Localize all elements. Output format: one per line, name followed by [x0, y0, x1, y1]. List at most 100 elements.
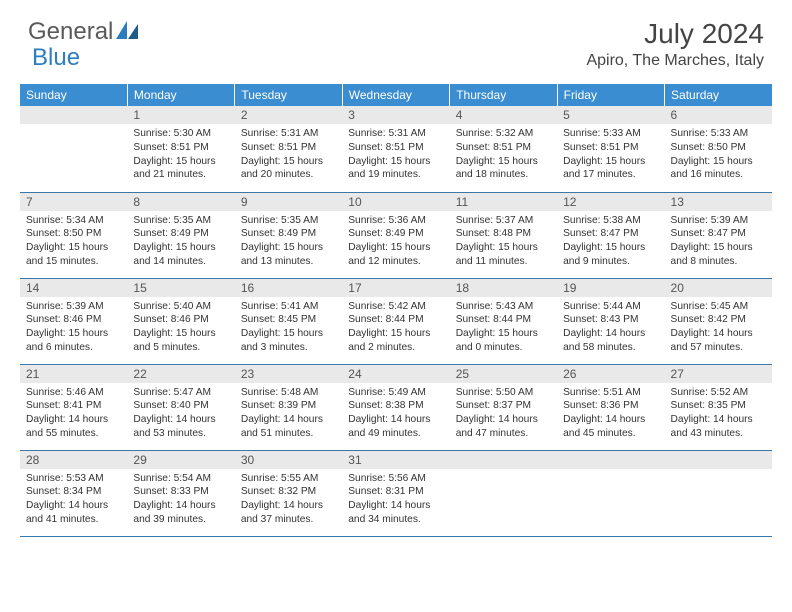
day-content: Sunrise: 5:34 AMSunset: 8:50 PMDaylight:…: [20, 211, 127, 273]
calendar-day-cell: 29Sunrise: 5:54 AMSunset: 8:33 PMDayligh…: [127, 450, 234, 536]
daylight-text: Daylight: 15 hours and 16 minutes.: [671, 155, 766, 183]
day-content: [450, 469, 557, 476]
daylight-text: Daylight: 14 hours and 45 minutes.: [563, 413, 658, 441]
daylight-text: Daylight: 15 hours and 19 minutes.: [348, 155, 443, 183]
calendar-day-cell: 21Sunrise: 5:46 AMSunset: 8:41 PMDayligh…: [20, 364, 127, 450]
sunset-text: Sunset: 8:31 PM: [348, 485, 443, 499]
daylight-text: Daylight: 14 hours and 49 minutes.: [348, 413, 443, 441]
day-number: 29: [127, 451, 234, 469]
sunrise-text: Sunrise: 5:45 AM: [671, 300, 766, 314]
sunset-text: Sunset: 8:51 PM: [133, 141, 228, 155]
day-number: 1: [127, 106, 234, 124]
sunrise-text: Sunrise: 5:33 AM: [563, 127, 658, 141]
daylight-text: Daylight: 15 hours and 20 minutes.: [241, 155, 336, 183]
day-content: Sunrise: 5:45 AMSunset: 8:42 PMDaylight:…: [665, 297, 772, 359]
calendar-day-cell: 2Sunrise: 5:31 AMSunset: 8:51 PMDaylight…: [235, 106, 342, 192]
calendar-day-cell: 22Sunrise: 5:47 AMSunset: 8:40 PMDayligh…: [127, 364, 234, 450]
calendar-day-cell: 1Sunrise: 5:30 AMSunset: 8:51 PMDaylight…: [127, 106, 234, 192]
daylight-text: Daylight: 14 hours and 43 minutes.: [671, 413, 766, 441]
calendar-day-cell: 14Sunrise: 5:39 AMSunset: 8:46 PMDayligh…: [20, 278, 127, 364]
day-content: Sunrise: 5:41 AMSunset: 8:45 PMDaylight:…: [235, 297, 342, 359]
day-content: Sunrise: 5:32 AMSunset: 8:51 PMDaylight:…: [450, 124, 557, 186]
day-number: 28: [20, 451, 127, 469]
calendar-day-cell: 18Sunrise: 5:43 AMSunset: 8:44 PMDayligh…: [450, 278, 557, 364]
sunset-text: Sunset: 8:34 PM: [26, 485, 121, 499]
calendar-body: 1Sunrise: 5:30 AMSunset: 8:51 PMDaylight…: [20, 106, 772, 536]
calendar-day-cell: 19Sunrise: 5:44 AMSunset: 8:43 PMDayligh…: [557, 278, 664, 364]
weekday-header: Tuesday: [235, 84, 342, 106]
day-content: Sunrise: 5:53 AMSunset: 8:34 PMDaylight:…: [20, 469, 127, 531]
calendar-day-cell: 7Sunrise: 5:34 AMSunset: 8:50 PMDaylight…: [20, 192, 127, 278]
day-number: 14: [20, 279, 127, 297]
day-number: 17: [342, 279, 449, 297]
weekday-header: Sunday: [20, 84, 127, 106]
day-content: Sunrise: 5:47 AMSunset: 8:40 PMDaylight:…: [127, 383, 234, 445]
sunset-text: Sunset: 8:43 PM: [563, 313, 658, 327]
logo-blue-wrapper: Blue: [32, 44, 80, 72]
calendar-day-cell: [450, 450, 557, 536]
day-number: 27: [665, 365, 772, 383]
calendar-day-cell: [557, 450, 664, 536]
sunset-text: Sunset: 8:33 PM: [133, 485, 228, 499]
calendar-day-cell: 4Sunrise: 5:32 AMSunset: 8:51 PMDaylight…: [450, 106, 557, 192]
calendar-day-cell: 28Sunrise: 5:53 AMSunset: 8:34 PMDayligh…: [20, 450, 127, 536]
calendar-day-cell: 26Sunrise: 5:51 AMSunset: 8:36 PMDayligh…: [557, 364, 664, 450]
day-number: 8: [127, 193, 234, 211]
sunset-text: Sunset: 8:46 PM: [133, 313, 228, 327]
sunrise-text: Sunrise: 5:32 AM: [456, 127, 551, 141]
daylight-text: Daylight: 14 hours and 51 minutes.: [241, 413, 336, 441]
day-number: [450, 451, 557, 469]
daylight-text: Daylight: 14 hours and 57 minutes.: [671, 327, 766, 355]
calendar-week-row: 1Sunrise: 5:30 AMSunset: 8:51 PMDaylight…: [20, 106, 772, 192]
sunrise-text: Sunrise: 5:35 AM: [241, 214, 336, 228]
day-number: 11: [450, 193, 557, 211]
day-content: Sunrise: 5:55 AMSunset: 8:32 PMDaylight:…: [235, 469, 342, 531]
sunrise-text: Sunrise: 5:31 AM: [241, 127, 336, 141]
daylight-text: Daylight: 15 hours and 12 minutes.: [348, 241, 443, 269]
daylight-text: Daylight: 15 hours and 2 minutes.: [348, 327, 443, 355]
sunset-text: Sunset: 8:41 PM: [26, 399, 121, 413]
daylight-text: Daylight: 14 hours and 53 minutes.: [133, 413, 228, 441]
sunrise-text: Sunrise: 5:41 AM: [241, 300, 336, 314]
sunrise-text: Sunrise: 5:43 AM: [456, 300, 551, 314]
sunrise-text: Sunrise: 5:48 AM: [241, 386, 336, 400]
daylight-text: Daylight: 15 hours and 5 minutes.: [133, 327, 228, 355]
day-number: 3: [342, 106, 449, 124]
sunset-text: Sunset: 8:32 PM: [241, 485, 336, 499]
sunset-text: Sunset: 8:51 PM: [456, 141, 551, 155]
logo-text-general: General: [28, 18, 113, 46]
calendar-day-cell: 13Sunrise: 5:39 AMSunset: 8:47 PMDayligh…: [665, 192, 772, 278]
daylight-text: Daylight: 15 hours and 8 minutes.: [671, 241, 766, 269]
day-content: [557, 469, 664, 476]
sunset-text: Sunset: 8:48 PM: [456, 227, 551, 241]
day-content: Sunrise: 5:48 AMSunset: 8:39 PMDaylight:…: [235, 383, 342, 445]
day-content: [665, 469, 772, 476]
sunrise-text: Sunrise: 5:52 AM: [671, 386, 766, 400]
day-number: 23: [235, 365, 342, 383]
sunset-text: Sunset: 8:50 PM: [26, 227, 121, 241]
day-number: [665, 451, 772, 469]
sunset-text: Sunset: 8:49 PM: [133, 227, 228, 241]
daylight-text: Daylight: 15 hours and 14 minutes.: [133, 241, 228, 269]
calendar-week-row: 21Sunrise: 5:46 AMSunset: 8:41 PMDayligh…: [20, 364, 772, 450]
sunrise-text: Sunrise: 5:51 AM: [563, 386, 658, 400]
day-number: 15: [127, 279, 234, 297]
sunrise-text: Sunrise: 5:39 AM: [26, 300, 121, 314]
calendar-day-cell: 5Sunrise: 5:33 AMSunset: 8:51 PMDaylight…: [557, 106, 664, 192]
daylight-text: Daylight: 15 hours and 15 minutes.: [26, 241, 121, 269]
sunset-text: Sunset: 8:44 PM: [456, 313, 551, 327]
day-number: 20: [665, 279, 772, 297]
day-content: Sunrise: 5:39 AMSunset: 8:47 PMDaylight:…: [665, 211, 772, 273]
day-content: Sunrise: 5:54 AMSunset: 8:33 PMDaylight:…: [127, 469, 234, 531]
day-content: Sunrise: 5:35 AMSunset: 8:49 PMDaylight:…: [235, 211, 342, 273]
calendar-day-cell: 11Sunrise: 5:37 AMSunset: 8:48 PMDayligh…: [450, 192, 557, 278]
month-title: July 2024: [586, 18, 764, 50]
day-number: 25: [450, 365, 557, 383]
sunrise-text: Sunrise: 5:35 AM: [133, 214, 228, 228]
calendar-day-cell: 20Sunrise: 5:45 AMSunset: 8:42 PMDayligh…: [665, 278, 772, 364]
calendar-day-cell: 8 Sunrise: 5:35 AMSunset: 8:49 PMDaylight…: [127, 192, 234, 278]
daylight-text: Daylight: 15 hours and 17 minutes.: [563, 155, 658, 183]
sunrise-text: Sunrise: 5:42 AM: [348, 300, 443, 314]
sunset-text: Sunset: 8:40 PM: [133, 399, 228, 413]
day-number: 4: [450, 106, 557, 124]
